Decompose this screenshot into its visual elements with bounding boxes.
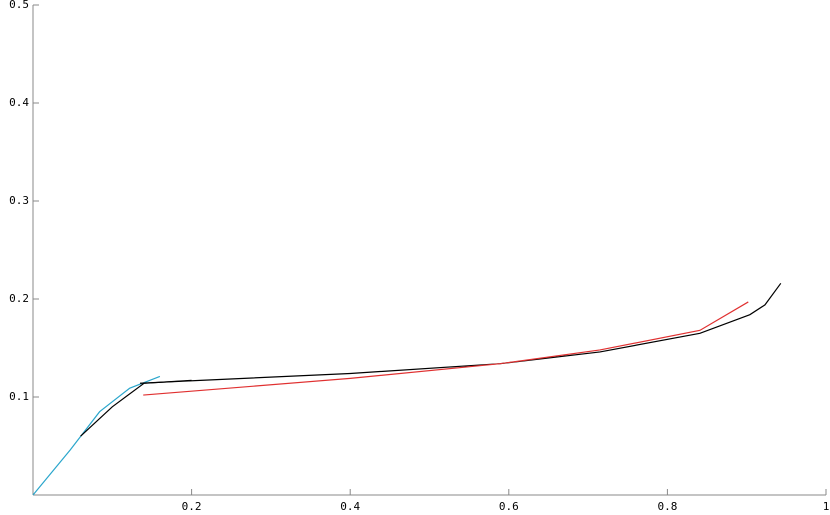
x-tick-label: 0.4 [340, 500, 360, 513]
x-tick-label: 1 [823, 500, 830, 513]
x-tick-label: 0.6 [499, 500, 519, 513]
data-line [80, 379, 192, 437]
y-tick-label: 0.2 [9, 292, 29, 305]
data-line [32, 375, 161, 496]
y-tick-label: 0.1 [9, 390, 29, 403]
x-tick-label: 0.2 [182, 500, 202, 513]
data-line [143, 301, 749, 396]
y-tick-label: 0.4 [9, 96, 29, 109]
data-line [140, 282, 782, 384]
y-tick-label: 0.3 [9, 194, 29, 207]
x-tick-label: 0.8 [657, 500, 677, 513]
y-tick-label: 0.5 [9, 0, 29, 11]
